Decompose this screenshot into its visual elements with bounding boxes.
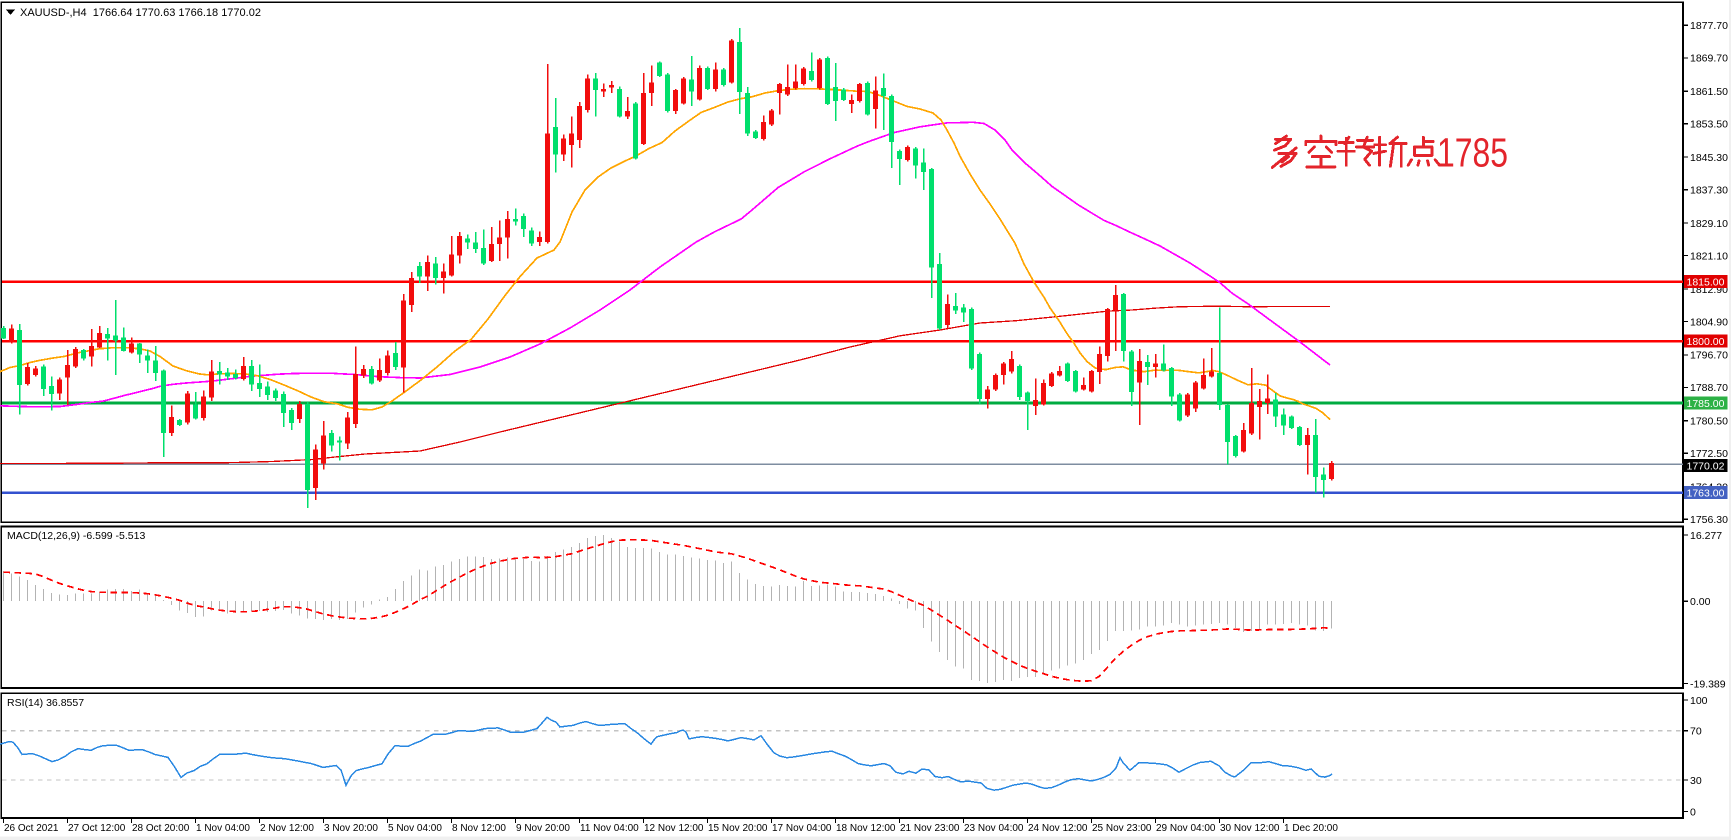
svg-text:1853.50: 1853.50 — [1690, 119, 1728, 131]
svg-text:1861.50: 1861.50 — [1690, 86, 1728, 98]
svg-text:1796.70: 1796.70 — [1690, 350, 1728, 362]
svg-text:0.00: 0.00 — [1690, 596, 1711, 608]
svg-text:25 Nov 23:00: 25 Nov 23:00 — [1092, 823, 1152, 834]
svg-text:1845.30: 1845.30 — [1690, 152, 1728, 164]
svg-text:21 Nov 23:00: 21 Nov 23:00 — [900, 823, 960, 834]
svg-text:30: 30 — [1690, 775, 1702, 787]
svg-text:100: 100 — [1690, 695, 1708, 707]
svg-text:0: 0 — [1690, 806, 1696, 818]
svg-text:12 Nov 12:00: 12 Nov 12:00 — [644, 823, 704, 834]
svg-text:70: 70 — [1690, 726, 1702, 738]
svg-text:1815.00: 1815.00 — [1687, 276, 1725, 288]
svg-text:1 Nov 04:00: 1 Nov 04:00 — [196, 823, 250, 834]
svg-text:28 Oct 20:00: 28 Oct 20:00 — [132, 823, 190, 834]
svg-text:9 Nov 20:00: 9 Nov 20:00 — [516, 823, 570, 834]
svg-text:1804.90: 1804.90 — [1690, 316, 1728, 328]
svg-text:1869.70: 1869.70 — [1690, 53, 1728, 65]
svg-text:-19.389: -19.389 — [1690, 678, 1726, 690]
svg-text:30 Nov 12:00: 30 Nov 12:00 — [1220, 823, 1280, 834]
svg-text:1788.70: 1788.70 — [1690, 382, 1728, 394]
svg-text:1785.00: 1785.00 — [1687, 398, 1725, 410]
svg-text:17 Nov 04:00: 17 Nov 04:00 — [772, 823, 832, 834]
svg-text:16.277: 16.277 — [1690, 530, 1722, 542]
svg-text:18 Nov 12:00: 18 Nov 12:00 — [836, 823, 896, 834]
svg-text:26 Oct 2021: 26 Oct 2021 — [4, 823, 59, 834]
svg-text:23 Nov 04:00: 23 Nov 04:00 — [964, 823, 1024, 834]
svg-text:1821.10: 1821.10 — [1690, 250, 1728, 262]
svg-text:11 Nov 04:00: 11 Nov 04:00 — [580, 823, 639, 834]
svg-text:1780.50: 1780.50 — [1690, 416, 1728, 428]
svg-text:1800.00: 1800.00 — [1687, 336, 1725, 348]
svg-text:27 Oct 12:00: 27 Oct 12:00 — [68, 823, 126, 834]
svg-text:2 Nov 12:00: 2 Nov 12:00 — [260, 823, 314, 834]
svg-text:1877.70: 1877.70 — [1690, 20, 1728, 32]
svg-text:3 Nov 20:00: 3 Nov 20:00 — [324, 823, 378, 834]
svg-text:1756.30: 1756.30 — [1690, 514, 1728, 526]
svg-text:8 Nov 12:00: 8 Nov 12:00 — [452, 823, 506, 834]
svg-text:24 Nov 12:00: 24 Nov 12:00 — [1028, 823, 1088, 834]
svg-text:1772.50: 1772.50 — [1690, 448, 1728, 460]
svg-text:XAUUSD-,H4 1766.64 1770.63 17: XAUUSD-,H4 1766.64 1770.63 1766.18 1770.… — [20, 7, 261, 19]
svg-text:5 Nov 04:00: 5 Nov 04:00 — [388, 823, 442, 834]
svg-text:1 Dec 20:00: 1 Dec 20:00 — [1284, 823, 1338, 834]
svg-text:1829.10: 1829.10 — [1690, 218, 1728, 230]
svg-text:RSI(14) 36.8557: RSI(14) 36.8557 — [7, 697, 84, 709]
svg-text:1837.30: 1837.30 — [1690, 185, 1728, 197]
svg-text:1785: 1785 — [1437, 130, 1508, 176]
svg-text:29 Nov 04:00: 29 Nov 04:00 — [1156, 823, 1216, 834]
svg-text:1770.02: 1770.02 — [1687, 460, 1725, 472]
svg-text:15 Nov 20:00: 15 Nov 20:00 — [708, 823, 768, 834]
svg-text:MACD(12,26,9) -6.599 -5.513: MACD(12,26,9) -6.599 -5.513 — [7, 530, 145, 542]
svg-text:1763.00: 1763.00 — [1687, 488, 1725, 500]
